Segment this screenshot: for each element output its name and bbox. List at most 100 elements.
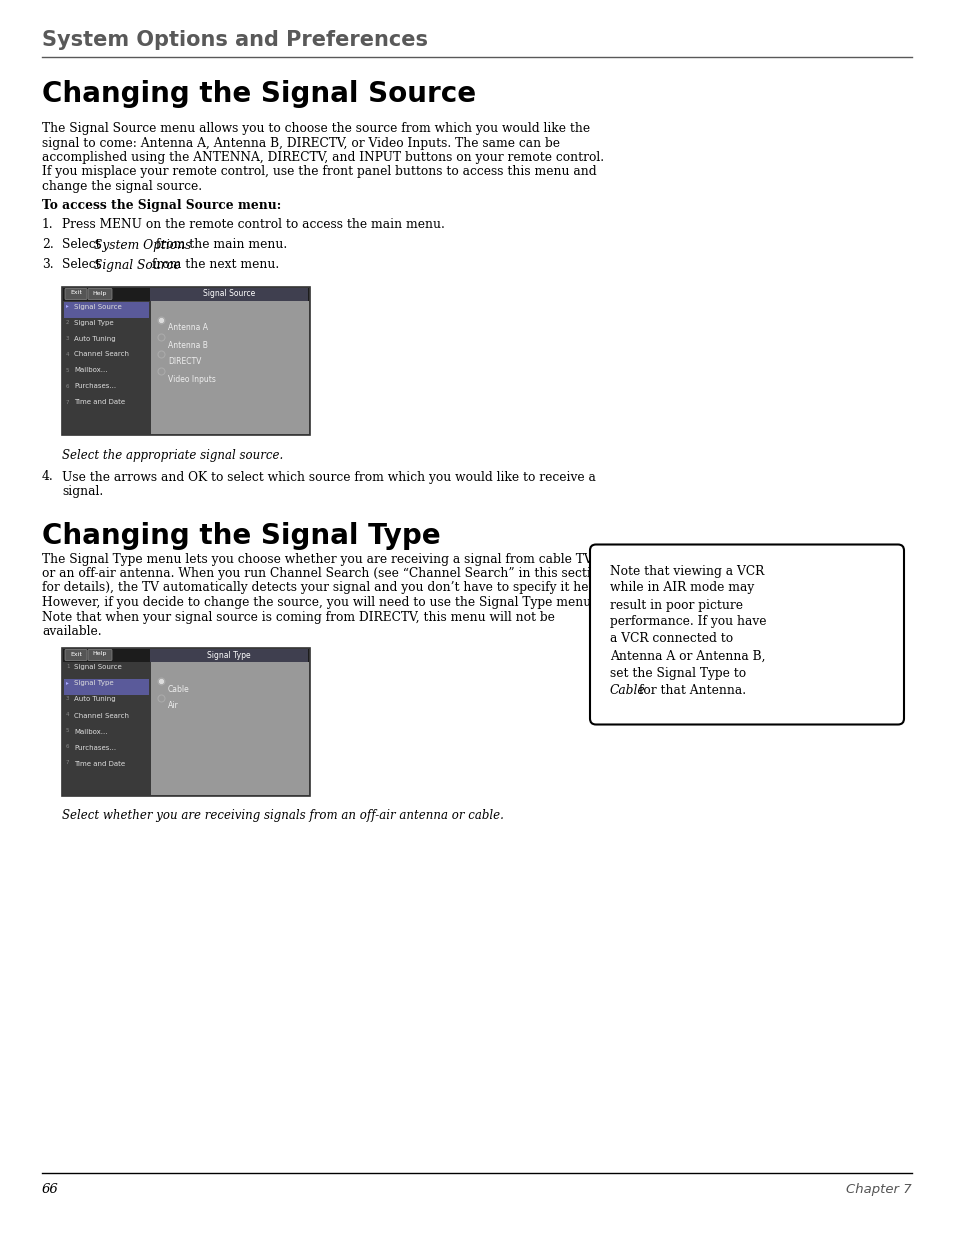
Text: 3.: 3. [42, 258, 53, 272]
Text: Exit: Exit [70, 652, 82, 657]
Text: result in poor picture: result in poor picture [609, 599, 742, 611]
FancyBboxPatch shape [65, 650, 87, 661]
FancyBboxPatch shape [63, 648, 309, 662]
Text: Air: Air [168, 701, 178, 710]
Text: Channel Search: Channel Search [74, 352, 129, 357]
Text: 2: 2 [66, 320, 70, 325]
Text: 5: 5 [66, 729, 70, 734]
Text: ▸: ▸ [66, 304, 69, 309]
Text: Changing the Signal Source: Changing the Signal Source [42, 80, 476, 107]
Text: Signal Type: Signal Type [74, 320, 113, 326]
Text: Video Inputs: Video Inputs [168, 374, 215, 384]
FancyBboxPatch shape [63, 288, 151, 433]
FancyBboxPatch shape [63, 288, 309, 433]
FancyBboxPatch shape [150, 288, 308, 300]
Text: from the main menu.: from the main menu. [152, 238, 287, 252]
Text: 5: 5 [66, 368, 70, 373]
Text: available.: available. [42, 625, 102, 638]
Text: 4: 4 [66, 352, 70, 357]
Text: accomplished using the ANTENNA, DIRECTV, and INPUT buttons on your remote contro: accomplished using the ANTENNA, DIRECTV,… [42, 151, 603, 164]
FancyBboxPatch shape [63, 288, 309, 300]
Text: Channel Search: Channel Search [74, 713, 129, 719]
Text: 1: 1 [66, 664, 70, 669]
Text: Antenna A: Antenna A [168, 324, 208, 332]
Text: DIRECTV: DIRECTV [168, 357, 201, 367]
Text: Signal Source: Signal Source [74, 304, 122, 310]
Text: Time and Date: Time and Date [74, 761, 125, 767]
Text: Cable: Cable [168, 684, 190, 694]
Text: 7: 7 [66, 761, 70, 766]
FancyBboxPatch shape [63, 648, 309, 794]
Text: Select the appropriate signal source.: Select the appropriate signal source. [62, 448, 283, 462]
FancyBboxPatch shape [64, 301, 149, 317]
Text: Help: Help [92, 652, 107, 657]
FancyBboxPatch shape [589, 545, 903, 725]
Text: 3: 3 [66, 697, 70, 701]
Text: 66: 66 [42, 1183, 59, 1195]
Circle shape [159, 319, 163, 322]
Text: Purchases...: Purchases... [74, 745, 116, 751]
Text: or an off-air antenna. When you run Channel Search (see “Channel Search” in this: or an off-air antenna. When you run Chan… [42, 567, 605, 580]
Text: 4.: 4. [42, 471, 53, 483]
FancyBboxPatch shape [62, 647, 310, 795]
Text: The Signal Source menu allows you to choose the source from which you would like: The Signal Source menu allows you to cho… [42, 122, 590, 135]
Text: Signal Type: Signal Type [74, 680, 113, 687]
Text: Exit: Exit [70, 290, 82, 295]
Text: Chapter 7: Chapter 7 [845, 1183, 911, 1195]
Text: 6: 6 [66, 384, 70, 389]
FancyBboxPatch shape [62, 287, 310, 435]
Text: If you misplace your remote control, use the front panel buttons to access this : If you misplace your remote control, use… [42, 165, 596, 179]
FancyBboxPatch shape [63, 648, 151, 794]
Text: Mailbox...: Mailbox... [74, 368, 108, 373]
Text: ▸: ▸ [66, 680, 69, 685]
Text: signal.: signal. [62, 485, 103, 499]
Text: Cable: Cable [609, 683, 645, 697]
Text: Select: Select [62, 238, 105, 252]
Text: However, if you decide to change the source, you will need to use the Signal Typ: However, if you decide to change the sou… [42, 597, 595, 609]
Text: To access the Signal Source menu:: To access the Signal Source menu: [42, 199, 281, 211]
Text: Help: Help [92, 290, 107, 295]
Text: Use the arrows and OK to select which source from which you would like to receiv: Use the arrows and OK to select which so… [62, 471, 596, 483]
FancyBboxPatch shape [150, 648, 308, 662]
Text: 4: 4 [66, 713, 70, 718]
Text: Note that when your signal source is coming from DIRECTV, this menu will not be: Note that when your signal source is com… [42, 610, 555, 624]
Text: Signal Type: Signal Type [207, 651, 251, 659]
Text: Signal Source: Signal Source [74, 664, 122, 671]
FancyBboxPatch shape [65, 289, 87, 300]
Text: Changing the Signal Type: Changing the Signal Type [42, 522, 440, 551]
Text: Press MENU on the remote control to access the main menu.: Press MENU on the remote control to acce… [62, 219, 444, 231]
Text: System Options and Preferences: System Options and Preferences [42, 30, 428, 49]
FancyBboxPatch shape [88, 289, 112, 300]
Text: 3: 3 [66, 336, 70, 341]
Text: Auto Tuning: Auto Tuning [74, 697, 115, 703]
Text: Select: Select [62, 258, 105, 272]
Text: Purchases...: Purchases... [74, 384, 116, 389]
Text: change the signal source.: change the signal source. [42, 180, 202, 193]
Text: Mailbox...: Mailbox... [74, 729, 108, 735]
Text: System Options: System Options [94, 238, 192, 252]
Text: 2.: 2. [42, 238, 53, 252]
Text: Signal Source: Signal Source [203, 289, 254, 299]
Text: Note that viewing a VCR: Note that viewing a VCR [609, 564, 763, 578]
FancyBboxPatch shape [64, 678, 149, 694]
Text: set the Signal Type to: set the Signal Type to [609, 667, 745, 679]
Text: while in AIR mode may: while in AIR mode may [609, 582, 754, 594]
Text: The Signal Type menu lets you choose whether you are receiving a signal from cab: The Signal Type menu lets you choose whe… [42, 552, 592, 566]
Text: Antenna A or Antenna B,: Antenna A or Antenna B, [609, 650, 764, 662]
Text: Select whether you are receiving signals from an off-air antenna or cable.: Select whether you are receiving signals… [62, 809, 503, 823]
Text: performance. If you have: performance. If you have [609, 615, 765, 629]
Text: a VCR connected to: a VCR connected to [609, 632, 732, 646]
Text: Antenna B: Antenna B [168, 341, 208, 350]
Circle shape [159, 679, 163, 683]
Text: Auto Tuning: Auto Tuning [74, 336, 115, 342]
FancyBboxPatch shape [88, 650, 112, 661]
Text: from the next menu.: from the next menu. [148, 258, 278, 272]
Text: Time and Date: Time and Date [74, 399, 125, 405]
Text: signal to come: Antenna A, Antenna B, DIRECTV, or Video Inputs. The same can be: signal to come: Antenna A, Antenna B, DI… [42, 137, 559, 149]
Text: 1.: 1. [42, 219, 53, 231]
Text: 7: 7 [66, 399, 70, 405]
Text: Signal Source: Signal Source [94, 258, 180, 272]
Text: for details), the TV automatically detects your signal and you don’t have to spe: for details), the TV automatically detec… [42, 582, 605, 594]
Text: for that Antenna.: for that Antenna. [635, 683, 745, 697]
Text: 6: 6 [66, 745, 70, 750]
